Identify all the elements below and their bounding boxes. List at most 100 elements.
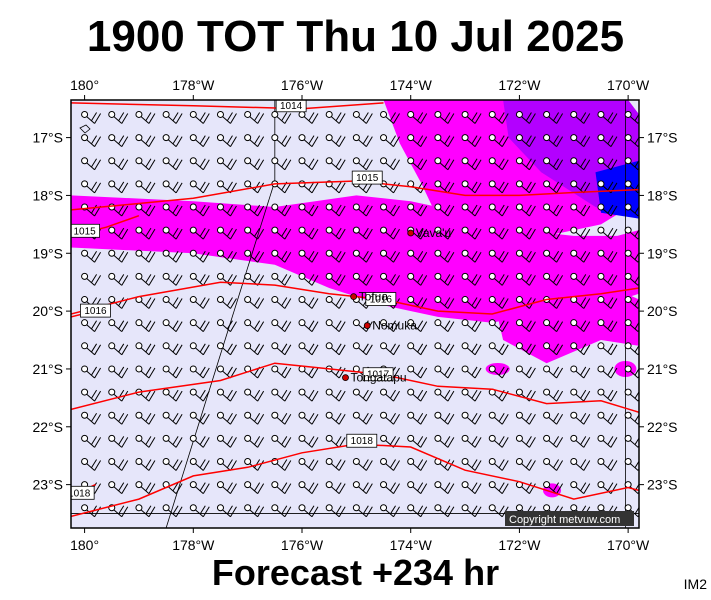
wind-barb: [543, 434, 564, 448]
wind-barb: [624, 249, 639, 263]
wind-barb: [325, 319, 346, 333]
wind-barb: [162, 110, 183, 124]
wind-barb: [189, 388, 210, 402]
wind-barb: [244, 504, 265, 518]
wind-barb: [162, 365, 183, 379]
wind-barb: [162, 180, 183, 194]
wind-barb: [216, 504, 237, 518]
wind-barb: [597, 226, 618, 240]
wind-barb: [162, 226, 183, 240]
wind-barb: [244, 110, 265, 124]
wind-barb: [515, 203, 536, 217]
wind-barb: [434, 180, 455, 194]
wind-barb: [162, 411, 183, 425]
wind-barb: [597, 203, 618, 217]
wind-barb: [271, 272, 292, 286]
wind-barb: [81, 134, 102, 147]
wind-barb: [108, 434, 129, 448]
wind-barb: [570, 365, 591, 379]
wind-barb: [81, 180, 102, 194]
wind-barb: [434, 365, 455, 379]
wind-barb: [244, 296, 265, 309]
lon-label-bottom: 180°: [70, 537, 99, 553]
wind-barb: [515, 226, 536, 240]
wind-barb: [570, 388, 591, 402]
wind-barb: [488, 365, 509, 379]
place-name: Tongatapu: [350, 371, 406, 385]
wind-barb: [624, 203, 639, 217]
wind-barb: [543, 272, 564, 286]
lat-label-right: 23°S: [647, 477, 678, 493]
wind-barb: [461, 110, 482, 124]
lon-label-top: 176°W: [281, 77, 324, 93]
wind-barb: [515, 319, 536, 333]
wind-barb: [543, 342, 564, 356]
wind-barb: [108, 319, 129, 333]
wind-barb: [135, 411, 156, 425]
axis-ticks: 180° 180° 178°W 178°W 176°W 176°W 174°W 174°W 17…: [32, 77, 677, 553]
wind-barb: [543, 157, 564, 171]
wind-barb: [271, 110, 292, 124]
wind-barb: [597, 411, 618, 425]
isobar-value: 1018: [351, 436, 374, 447]
wind-barb: [407, 249, 428, 263]
lat-label-right: 18°S: [647, 187, 678, 203]
wind-barb: [298, 504, 319, 518]
wind-barb: [162, 272, 183, 286]
wind-barb: [434, 434, 455, 448]
island-outline: [79, 124, 91, 134]
lat-label-left: 20°S: [32, 303, 63, 319]
wind-barb: [352, 388, 373, 402]
wind-barb: [624, 388, 639, 402]
wind-barb: [325, 504, 346, 518]
wind-barb: [108, 342, 129, 356]
lat-label-right: 20°S: [647, 303, 678, 319]
isobar-value: 1017: [367, 370, 390, 381]
wind-barb: [162, 157, 183, 171]
wind-barbs: [81, 110, 639, 518]
wind-barb: [271, 411, 292, 425]
wind-barb: [244, 157, 265, 171]
wind-barb: [461, 434, 482, 448]
wind-barb: [108, 226, 129, 240]
wind-barb: [271, 296, 292, 309]
copyright-text: Copyright metvuw.com: [509, 514, 620, 526]
wind-barb: [108, 157, 129, 171]
wind-barb: [434, 342, 455, 356]
wind-barb: [216, 319, 237, 333]
wind-barb: [325, 457, 346, 471]
wind-barb: [434, 203, 455, 217]
wind-barb: [352, 110, 373, 124]
wind-barb: [543, 481, 564, 494]
wind-barb: [81, 411, 102, 425]
wind-barb: [325, 134, 346, 147]
wind-barb: [624, 434, 639, 448]
wind-barb: [81, 203, 102, 217]
wind-barb: [570, 319, 591, 333]
wind-barb: [624, 504, 639, 518]
wind-barb: [325, 249, 346, 263]
wind-barb: [244, 481, 265, 494]
forecast-label: Forecast +234 hr: [211, 552, 500, 593]
isobar-value: 1015: [73, 226, 96, 237]
wind-barb: [380, 203, 400, 217]
lon-label-top: 170°W: [607, 77, 650, 93]
wind-barb: [189, 203, 210, 217]
isobar-value: 1018: [68, 488, 91, 499]
wind-barb: [570, 157, 591, 171]
wind-barb: [189, 365, 210, 379]
wind-barb: [162, 481, 183, 494]
wind-barb: [597, 342, 618, 356]
wind-barb: [271, 226, 292, 240]
wind-barb: [325, 296, 346, 309]
wind-barb: [298, 296, 319, 309]
wind-barb: [135, 157, 156, 171]
copyright-box: Copyright metvuw.com: [505, 511, 634, 526]
wind-barb: [244, 226, 265, 240]
isobar-value: 1016: [370, 295, 393, 306]
wind-barb: [407, 388, 428, 402]
wind-barb: [244, 388, 265, 402]
wind-barb: [434, 296, 455, 309]
map-frame: [70, 99, 640, 529]
wind-barb: [407, 411, 428, 425]
